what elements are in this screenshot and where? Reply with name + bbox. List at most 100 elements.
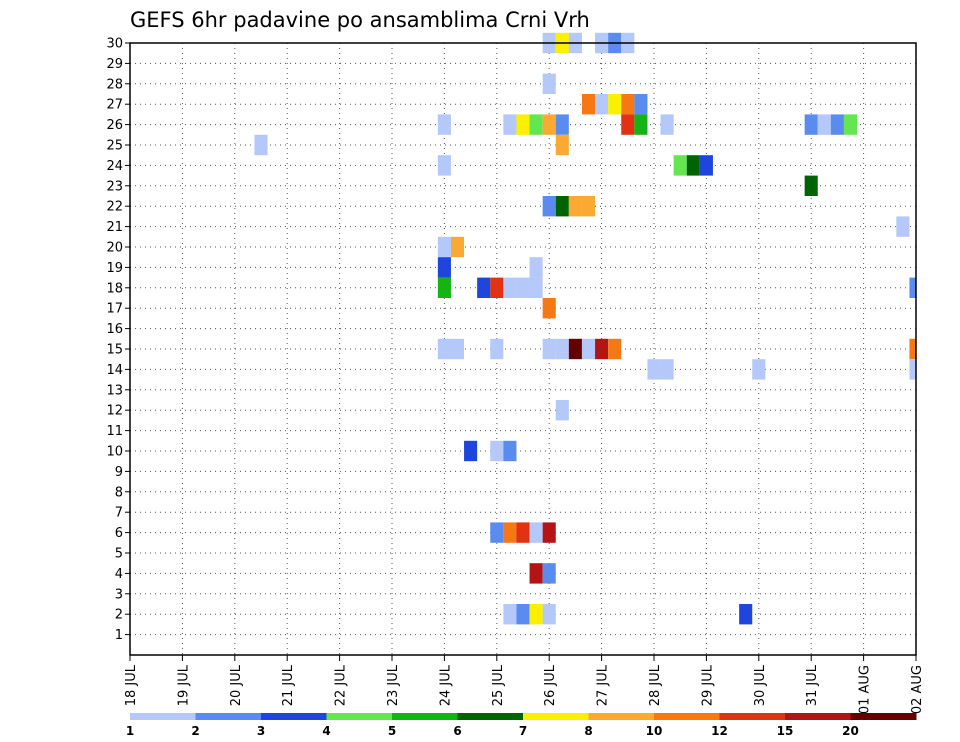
heatmap-cell (437, 338, 451, 360)
legend-label: 10 (646, 724, 663, 738)
y-tick-label: 21 (106, 220, 123, 235)
heatmap-cell (529, 563, 543, 584)
x-tick-label: 01 AUG (858, 665, 873, 714)
grid-lines (129, 42, 917, 655)
y-tick-label: 29 (106, 57, 123, 72)
legend-swatch (195, 713, 262, 720)
heatmap-cell (608, 338, 622, 360)
chart-title: GEFS 6hr padavine po ansamblima Crni Vrh (130, 8, 590, 32)
y-tick-label: 5 (115, 547, 123, 562)
x-tick-label: 22 JUL (334, 664, 349, 706)
y-tick-label: 11 (106, 424, 123, 439)
legend-label: 7 (519, 724, 527, 738)
legend-swatch (850, 713, 917, 720)
x-tick-label: 19 JUL (176, 664, 191, 706)
legend-label: 8 (584, 724, 592, 738)
heatmap-cell (529, 277, 543, 298)
legend-swatch (654, 713, 720, 720)
heatmap-cell (503, 440, 517, 462)
heatmap-cell (752, 359, 766, 380)
x-tick-label: 26 JUL (543, 664, 558, 706)
y-tick-label: 27 (106, 98, 123, 113)
heatmap-cell (464, 440, 478, 462)
legend-swatch (130, 713, 196, 720)
y-tick-label: 12 (106, 404, 123, 419)
y-tick-label: 2 (115, 608, 123, 623)
y-tick-label: 1 (115, 628, 123, 643)
x-tick-label: 20 JUL (229, 664, 244, 706)
legend-swatch (326, 713, 393, 720)
heatmap-cell (896, 216, 910, 237)
y-tick-label: 4 (115, 567, 123, 582)
x-tick-label: 21 JUL (281, 664, 296, 706)
legend-label: 4 (322, 724, 330, 738)
legend-swatch (523, 713, 589, 720)
y-tick-label: 3 (115, 587, 123, 602)
heatmap-cell (621, 94, 635, 115)
heatmap-cell (542, 338, 556, 360)
legend-label: 6 (453, 724, 461, 738)
heatmap-cell (529, 522, 543, 543)
y-tick-label: 16 (106, 322, 123, 337)
legend-label: 5 (388, 724, 396, 738)
heatmap-cell (490, 338, 504, 360)
color-legend: 1 2 3 4 5 6 7 8 10 12 15 20 (126, 713, 917, 738)
x-tick-label: 31 JUL (805, 664, 820, 706)
x-axis-ticks: 18 JUL 19 JUL 20 JUL 21 JUL 22 JUL 23 JUL 24 J… (124, 655, 925, 714)
y-tick-label: 22 (106, 200, 123, 215)
heatmap-cell (699, 155, 713, 176)
heatmap-cell (660, 359, 674, 380)
heatmap-cells (254, 32, 916, 625)
y-tick-label: 14 (106, 363, 123, 378)
heatmap-cell (568, 338, 582, 360)
heatmap-cell (608, 94, 622, 115)
y-tick-label: 26 (106, 118, 123, 133)
heatmap-cell (542, 604, 556, 625)
heatmap-cell (909, 277, 916, 298)
legend-label: 20 (842, 724, 859, 738)
heatmap-cell (490, 440, 504, 462)
heatmap-cell (516, 277, 530, 298)
heatmap-cell (516, 604, 530, 625)
y-tick-label: 30 (106, 37, 123, 52)
y-tick-label: 9 (115, 465, 123, 480)
heatmap-cell (542, 196, 556, 217)
legend-label: 3 (257, 724, 265, 738)
legend-label: 1 (126, 724, 134, 738)
y-tick-label: 19 (106, 261, 123, 276)
heatmap-cell (581, 94, 596, 115)
heatmap-cell (555, 134, 569, 156)
heatmap-cell (595, 94, 609, 115)
heatmap-cell (555, 400, 569, 421)
legend-swatch (457, 713, 524, 720)
heatmap-cell (595, 338, 609, 360)
x-tick-label: 02 AUG (910, 665, 925, 714)
plot-frame (129, 42, 917, 656)
legend-label: 12 (711, 724, 728, 738)
heatmap-cell (568, 196, 582, 217)
heatmap-cell (503, 114, 517, 135)
heatmap-cell (555, 338, 569, 360)
y-tick-label: 10 (106, 445, 123, 460)
heatmap-cell (542, 522, 556, 543)
heatmap-cell (254, 134, 268, 156)
heatmap-cell (437, 114, 451, 135)
heatmap-cell (490, 277, 504, 298)
y-axis-ticks: 1234567891011121314151617181920212223242… (106, 37, 130, 643)
heatmap-cell (542, 114, 556, 135)
y-tick-label: 28 (106, 77, 123, 92)
y-tick-label: 20 (106, 241, 123, 256)
heatmap-cell (634, 114, 648, 135)
heatmap-cell (490, 522, 504, 543)
y-tick-label: 15 (106, 343, 123, 358)
heatmap-cell (830, 114, 844, 135)
heatmap-cell (909, 338, 916, 360)
heatmap-cell (503, 277, 517, 298)
heatmap-cell (437, 155, 451, 176)
heatmap-cell (437, 257, 451, 278)
heatmap-cell (804, 114, 818, 135)
y-tick-label: 6 (115, 526, 123, 541)
x-tick-label: 25 JUL (491, 664, 506, 706)
heatmap-cell (450, 236, 465, 258)
